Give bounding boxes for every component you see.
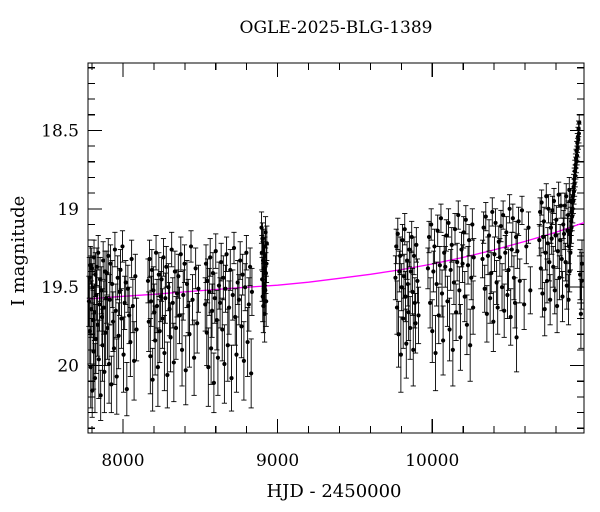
- svg-text:18.5: 18.5: [41, 121, 79, 141]
- axis-ticks: [88, 63, 584, 433]
- svg-text:10000: 10000: [405, 451, 459, 471]
- y-axis-label: I magnitude: [8, 196, 29, 307]
- svg-text:19.5: 19.5: [41, 278, 79, 298]
- svg-text:20: 20: [57, 357, 79, 377]
- svg-text:19: 19: [57, 200, 79, 220]
- plot-title: OGLE-2025-BLG-1389: [240, 18, 433, 38]
- model-curve: [87, 221, 585, 300]
- data-points: [86, 114, 585, 421]
- axis-tick-labels: 8000 9000 10000 18.5 19 19.5 20: [41, 121, 459, 471]
- x-axis-label: HJD - 2450000: [266, 481, 401, 502]
- svg-text:9000: 9000: [256, 451, 299, 471]
- svg-text:8000: 8000: [101, 451, 144, 471]
- plot-frame: [87, 62, 585, 434]
